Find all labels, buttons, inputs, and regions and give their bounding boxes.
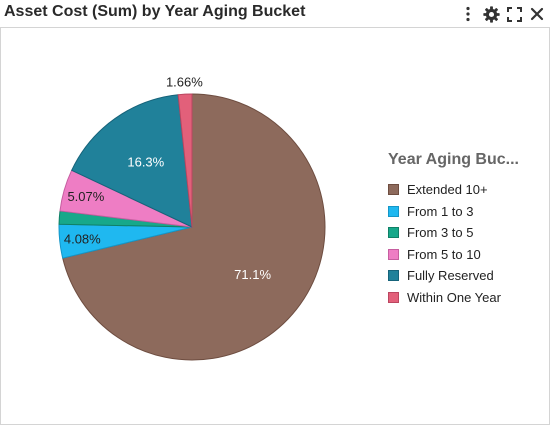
legend-label: Within One Year [407,289,501,305]
more-vertical-icon[interactable] [459,5,477,23]
legend-label: Extended 10+ [407,182,488,198]
pie-slice-within-one-year[interactable] [177,93,193,228]
legend-swatch [388,184,399,196]
legend-swatch [388,227,399,239]
widget-header: Asset Cost (Sum) by Year Aging Bucket [0,0,550,28]
legend-title: Year Aging Buc... [388,151,519,168]
legend-item-from-1-to-3[interactable]: From 1 to 3 [388,201,546,223]
legend-label: Fully Reserved [407,268,494,284]
legend-item-extended-10[interactable]: Extended 10+ [388,179,546,201]
legend-swatch [388,205,399,217]
legend-item-from-3-to-5[interactable]: From 3 to 5 [388,222,546,244]
legend-label: From 1 to 3 [407,203,474,219]
legend: Year Aging Buc... Extended 10+ From 1 to … [388,151,546,308]
legend-label: From 3 to 5 [407,225,474,241]
legend-swatch [388,248,399,260]
legend-item-within-one-year[interactable]: Within One Year [388,287,546,309]
legend-item-from-5-to-10[interactable]: From 5 to 10 [388,244,546,266]
legend-item-fully-reserved[interactable]: Fully Reserved [388,265,546,287]
widget-toolbar [459,4,546,24]
legend-swatch [388,291,399,303]
pie-slice-extended-10[interactable] [62,93,326,361]
fullscreen-icon[interactable] [505,5,523,23]
legend-swatch [388,270,399,282]
widget-title: Asset Cost (Sum) by Year Aging Bucket [4,3,306,20]
gear-icon[interactable] [482,5,500,23]
legend-label: From 5 to 10 [407,246,481,262]
close-icon[interactable] [528,5,546,23]
pie-slice-fully-reserved[interactable] [71,94,193,228]
